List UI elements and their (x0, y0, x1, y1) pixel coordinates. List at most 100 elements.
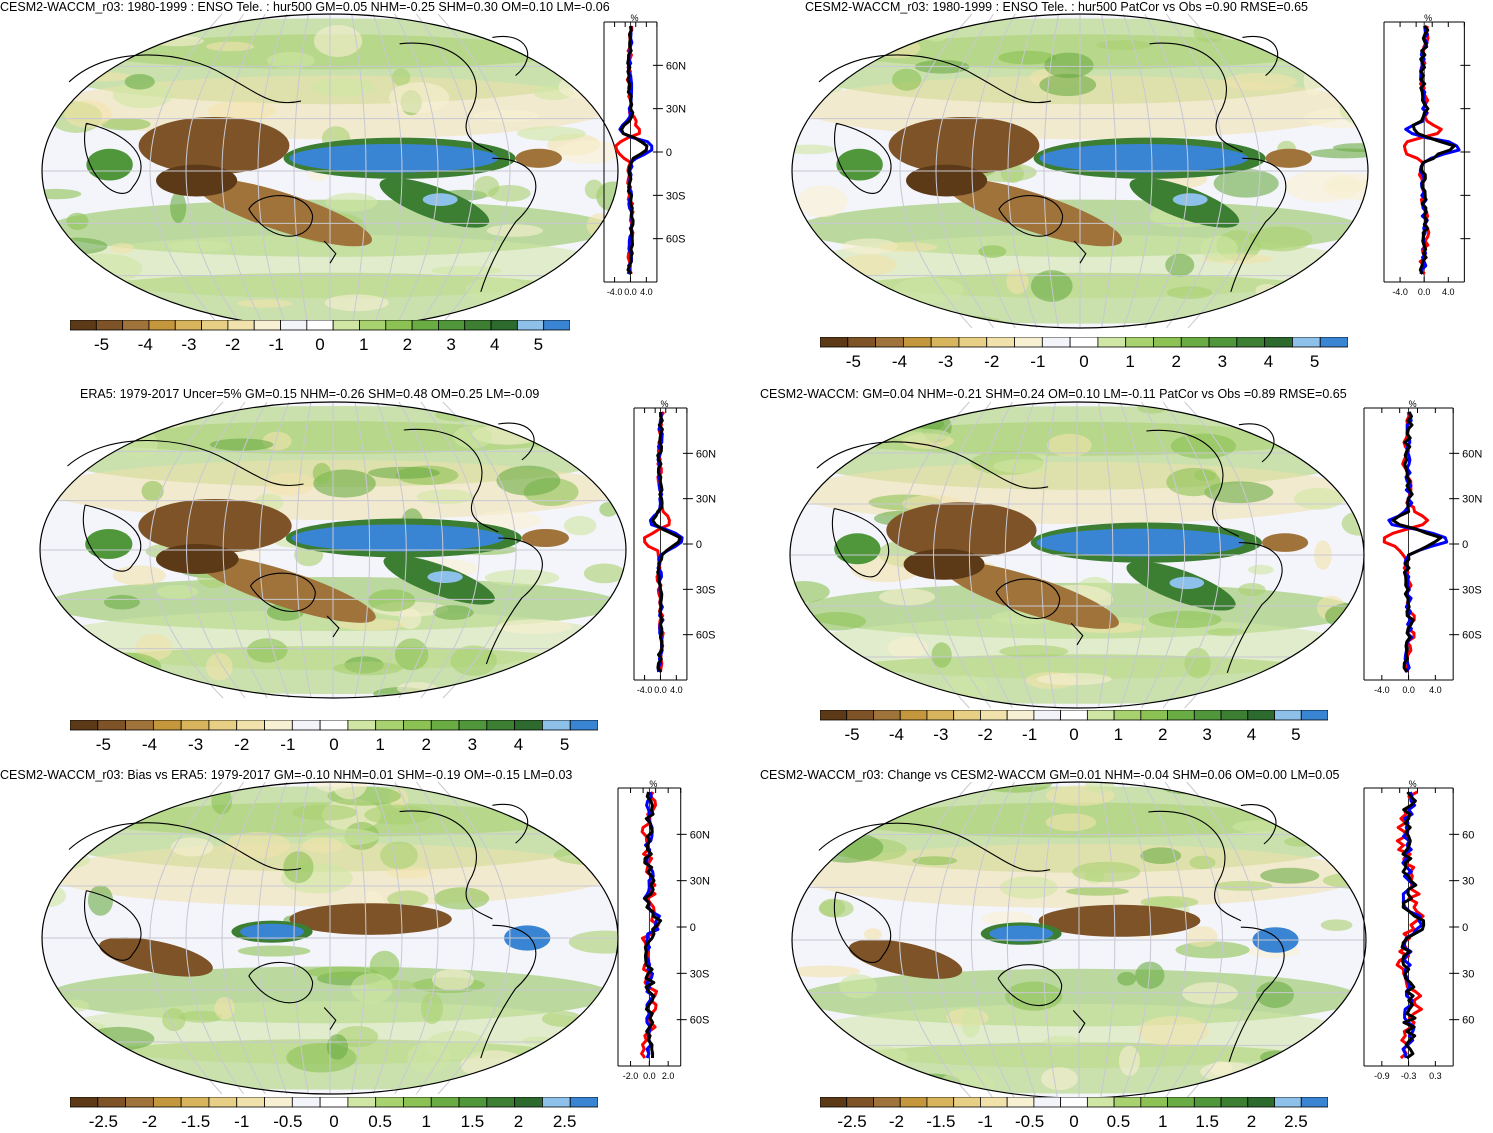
colorbar-swatch (97, 720, 126, 731)
field-patch (214, 996, 235, 1020)
dry-anomaly (1265, 148, 1312, 168)
field-patch (45, 617, 70, 645)
colorbar-label: 1 (359, 335, 368, 354)
wet-anomaly (289, 143, 499, 173)
colorbar-swatch (542, 720, 571, 731)
field-patch (387, 890, 429, 908)
colorbar-label: 2 (514, 1112, 523, 1131)
field-patch (302, 837, 343, 853)
field-patch (66, 212, 89, 231)
colorbar-label: 1.5 (1195, 1112, 1219, 1131)
field-patch (1245, 1063, 1294, 1096)
field-patch (1039, 73, 1097, 97)
colorbar-label: -1 (280, 735, 295, 754)
field-patch (1274, 293, 1334, 319)
colorbar-swatch (97, 1097, 126, 1108)
profile-x-tick: 0.0 (624, 287, 637, 297)
field-patch (124, 74, 155, 90)
field-patch (804, 402, 873, 410)
colorbar-swatch (846, 710, 874, 721)
field-patch (1186, 926, 1218, 948)
colorbar-swatch (208, 720, 238, 731)
field-patch (556, 140, 618, 164)
colorbar-swatch (1006, 1097, 1035, 1108)
field-patch (1044, 1035, 1080, 1048)
lat-label: 0 (1462, 922, 1468, 934)
panel-title: CESM2-WACCM_r03: Bias vs ERA5: 1979-2017… (0, 768, 573, 782)
field-patch (497, 619, 572, 635)
field-patch (803, 655, 864, 677)
wet-anomaly (989, 925, 1053, 942)
field-patch (311, 78, 375, 97)
panel-title: CESM2-WACCM_r03: 1980-1999 : ENSO Tele. … (805, 0, 1309, 14)
wet-anomaly (836, 148, 883, 181)
colorbar-swatch (430, 1097, 460, 1108)
colorbar-label: -3 (188, 735, 203, 754)
colorbar-swatch (306, 320, 334, 331)
field-patch (496, 465, 561, 496)
lat-label: 30 (1462, 968, 1474, 980)
field-patch (1207, 628, 1246, 637)
profile-unit: % (649, 780, 657, 789)
colorbar-label: 0 (1069, 725, 1078, 744)
colorbar-swatch (152, 720, 182, 731)
field-patch (1096, 40, 1152, 51)
field-patch (56, 1031, 97, 1056)
colorbar-swatch (1264, 337, 1293, 348)
field-patch (1223, 72, 1297, 91)
colorbar-swatch (1236, 337, 1266, 348)
field-patch (1165, 253, 1195, 277)
field-patch (1117, 971, 1137, 986)
colorbar-label: 2 (422, 735, 431, 754)
colorbar-swatch (1086, 1097, 1115, 1108)
dry-anomaly (903, 548, 985, 580)
colorbar-swatch (319, 1097, 349, 1108)
field-patch (292, 804, 358, 821)
field-patch (1166, 467, 1221, 497)
colorbar-swatch (930, 337, 960, 348)
colorbar-swatch (873, 1097, 901, 1108)
colorbar-label: -2 (984, 352, 999, 371)
colorbar-label: -5 (94, 335, 109, 354)
lat-label: 0 (1462, 539, 1468, 551)
field-patch (892, 68, 922, 91)
lat-label: 0 (690, 922, 696, 934)
colorbar-swatch (264, 1097, 293, 1108)
field-patch (306, 966, 378, 979)
field-patch (103, 594, 141, 610)
colorbar-swatch (847, 337, 876, 348)
dry-anomaly (942, 561, 1119, 629)
colorbar-label: -1 (1022, 725, 1037, 744)
field-patch (368, 466, 440, 479)
colorbar-label: -3 (181, 335, 196, 354)
field-patch (170, 191, 187, 224)
colorbar-swatch (926, 1097, 955, 1108)
field-patch (1189, 855, 1216, 870)
field-patch (578, 1019, 599, 1037)
profile-x-tick: -2.0 (623, 1071, 639, 1081)
colorbar-swatch (148, 320, 176, 331)
field-patch (925, 29, 947, 42)
field-patch (247, 638, 288, 663)
colorbar-swatch (516, 320, 545, 331)
field-patch (1200, 235, 1238, 262)
colorbar-swatch (1060, 710, 1088, 721)
field-patch (859, 403, 900, 426)
model-profile (648, 411, 684, 673)
wet-anomaly (1036, 528, 1245, 557)
colorbar-swatch (95, 320, 124, 331)
colorbar-swatch (1033, 1097, 1062, 1108)
colorbar-label: -0.5 (1015, 1112, 1044, 1131)
colorbar-label: 0.5 (368, 1112, 392, 1131)
wet-anomaly (1039, 143, 1249, 173)
colorbar-label: 2 (403, 335, 412, 354)
field-patch (112, 81, 173, 109)
zonal-mean-profile: % 60N 30N 0 30S 60S -4.0 0.0 4.0 (633, 400, 716, 695)
colorbar-swatch (403, 1097, 432, 1108)
coastlines (68, 803, 537, 1059)
field-patch (1006, 268, 1029, 295)
field-patch (324, 294, 389, 312)
zonal-mean-profile: % 60N 30N 0 30S 60S -2.0 0.0 2.0 (617, 780, 710, 1081)
field-patch (333, 661, 403, 676)
colorbar-label: -4 (892, 352, 907, 371)
